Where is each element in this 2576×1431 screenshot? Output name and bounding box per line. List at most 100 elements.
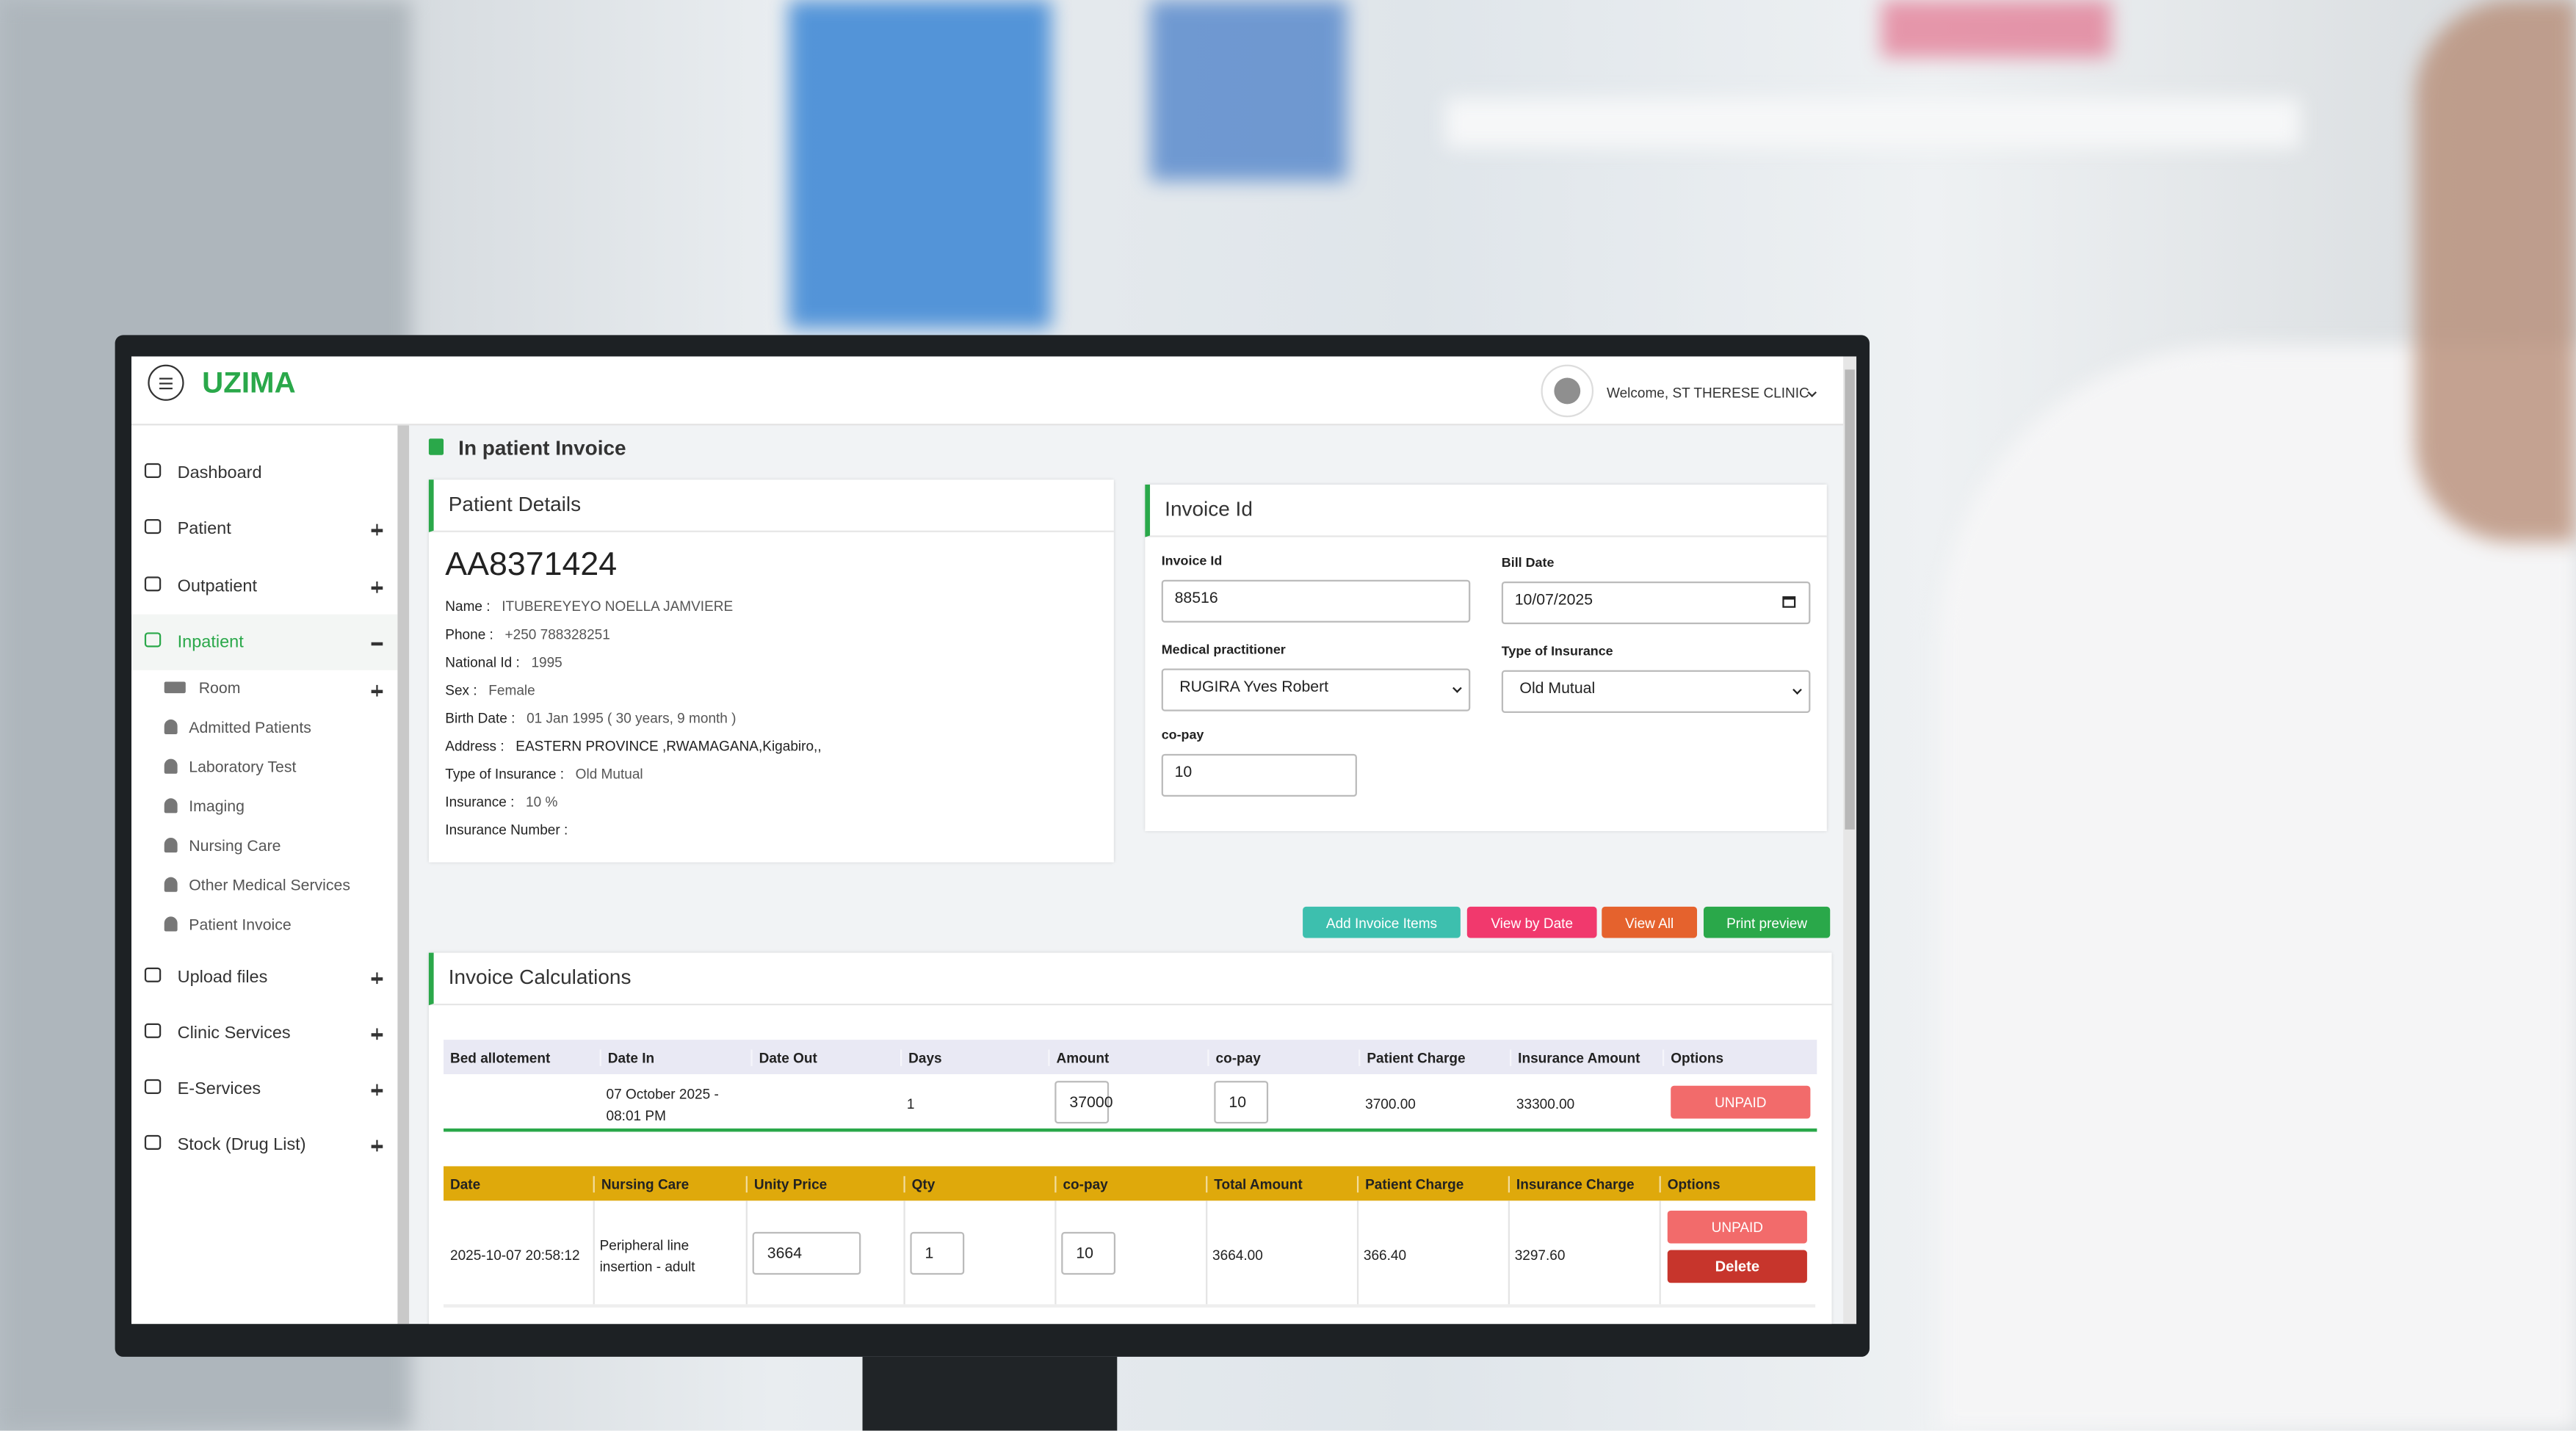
sub-nav-label: Nursing Care — [189, 837, 281, 856]
sub-nav-item[interactable]: Other Medical Services — [131, 867, 397, 907]
sub-nav-label: Patient Invoice — [189, 916, 292, 935]
column-header: Date Out — [750, 1049, 900, 1066]
delete-button[interactable]: Delete — [1667, 1250, 1807, 1283]
logo: UZIMA — [202, 366, 296, 399]
table-header-bg — [444, 1166, 1816, 1201]
user-icon — [164, 719, 178, 735]
cell-input[interactable]: 3664 — [752, 1231, 861, 1274]
table-cell: 3297.60 — [1514, 1247, 1566, 1264]
card-title: Invoice Id — [1145, 484, 1827, 537]
column-header: Unity Price — [745, 1175, 904, 1193]
nav-label: E-Services — [177, 1079, 261, 1099]
field-value: Old Mutual — [575, 765, 643, 782]
table-header-bg — [444, 1040, 1817, 1075]
column-divider — [1659, 1200, 1661, 1305]
nav-label: Dashboard — [177, 463, 262, 483]
nav-icon — [144, 518, 162, 535]
nav-item[interactable]: Inpatient — [131, 614, 398, 670]
cell-input[interactable]: 37000 — [1054, 1079, 1113, 1123]
input-value: 10 — [1174, 764, 1193, 782]
action-button[interactable]: Add Invoice Items — [1303, 906, 1461, 938]
cell-input[interactable]: 10 — [1214, 1079, 1269, 1123]
user-icon — [164, 758, 178, 774]
column-divider — [1054, 1200, 1057, 1305]
cell-input[interactable]: 1 — [910, 1231, 965, 1274]
nav-icon — [144, 632, 162, 648]
field-label: National Id : — [445, 653, 520, 670]
nav-label: Outpatient — [177, 576, 258, 597]
nav-item[interactable]: Upload files — [131, 949, 397, 1005]
sub-nav-item[interactable]: Imaging — [131, 789, 397, 828]
sidebar-scrollbar — [397, 425, 410, 1325]
patient-field: Sex : Female — [445, 681, 535, 698]
form-input[interactable]: 88516 — [1161, 579, 1471, 623]
nav-item[interactable]: Dashboard — [131, 445, 397, 501]
nav-label: Stock (Drug List) — [177, 1134, 306, 1155]
nav-item[interactable]: Stock (Drug List) — [131, 1117, 397, 1173]
table-row — [444, 1200, 1816, 1308]
column-header: Options — [1659, 1175, 1816, 1193]
table-cell: 366.40 — [1363, 1247, 1407, 1264]
patient-field: Birth Date : 01 Jan 1995 ( 30 years, 9 mo… — [445, 709, 736, 725]
nav-icon — [144, 967, 162, 982]
sub-nav-item[interactable]: Admitted Patients — [131, 709, 397, 749]
status-button[interactable]: UNPAID — [1667, 1210, 1807, 1244]
form-input[interactable]: Old Mutual — [1501, 670, 1811, 713]
field-label: Sex : — [445, 681, 477, 698]
table-row — [444, 1074, 1817, 1132]
form-input[interactable]: 10 — [1161, 753, 1357, 797]
avatar[interactable] — [1541, 364, 1594, 418]
input-value: 1 — [925, 1244, 934, 1263]
field-value: 01 Jan 1995 ( 30 years, 9 month ) — [527, 709, 737, 726]
input-value: RUGIRA Yves Robert — [1179, 678, 1329, 697]
sub-nav-item[interactable]: Laboratory Test — [131, 749, 397, 789]
sub-nav-item[interactable]: Nursing Care — [131, 828, 397, 868]
field-label: Name : — [445, 598, 491, 615]
sub-nav-item[interactable]: Patient Invoice — [131, 907, 397, 946]
cell-input[interactable]: 10 — [1061, 1231, 1116, 1274]
nav-icon — [144, 1023, 162, 1038]
calendar-icon — [1782, 596, 1796, 608]
column-divider — [745, 1200, 748, 1305]
form-input[interactable]: 10/07/2025 — [1501, 581, 1811, 625]
expand-icon — [371, 637, 383, 649]
field-value: EASTERN PROVINCE ,RWAMAGANA,Kigabiro,, — [515, 737, 822, 754]
calculations-card: Invoice Calculations Bed allotement Date … — [428, 952, 1832, 1325]
expand-icon — [371, 972, 383, 985]
patient-field: Type of Insurance : Old Mutual — [445, 766, 643, 782]
action-button[interactable]: View All — [1602, 906, 1698, 938]
field-value: Female — [488, 681, 535, 698]
column-header: Insurance Charge — [1508, 1175, 1660, 1193]
sub-nav-label: Other Medical Services — [189, 877, 350, 896]
table-cell: 3664.00 — [1212, 1247, 1263, 1264]
form-label: Type of Insurance — [1501, 643, 1613, 659]
sub-nav-item[interactable]: Room — [131, 670, 397, 710]
nav-item[interactable]: Outpatient — [131, 559, 397, 615]
form-label: co-pay — [1161, 728, 1204, 743]
menu-toggle[interactable] — [148, 364, 184, 401]
input-value: 10 — [1076, 1244, 1094, 1263]
patient-field: National Id : 1995 — [445, 653, 562, 670]
screen: UZIMA Welcome, ST THERESE CLINIC Dashboa… — [131, 356, 1857, 1325]
column-header: Days — [900, 1049, 1048, 1066]
field-value: 1995 — [531, 653, 562, 670]
column-header: Options — [1663, 1049, 1817, 1066]
expand-icon — [371, 524, 383, 536]
welcome-text[interactable]: Welcome, ST THERESE CLINIC — [1606, 384, 1809, 401]
field-label: Address : — [445, 737, 504, 754]
form-input[interactable]: RUGIRA Yves Robert — [1161, 668, 1471, 711]
column-header: co-pay — [1054, 1175, 1206, 1193]
field-label: Insurance : — [445, 793, 515, 810]
nav-item[interactable]: Patient — [131, 501, 397, 557]
input-value: 88516 — [1174, 590, 1218, 608]
sub-nav-label: Laboratory Test — [189, 758, 297, 778]
shelf-books — [1150, 0, 1347, 181]
input-value: 37000 — [1069, 1093, 1113, 1112]
nav-item[interactable]: E-Services — [131, 1061, 397, 1117]
action-button[interactable]: Print preview — [1703, 906, 1831, 938]
nav-item[interactable]: Clinic Services — [131, 1005, 397, 1061]
action-button[interactable]: View by Date — [1466, 906, 1597, 938]
input-value: 10 — [1229, 1093, 1247, 1112]
status-button[interactable]: UNPAID — [1671, 1085, 1811, 1119]
select-caret — [1792, 685, 1802, 695]
